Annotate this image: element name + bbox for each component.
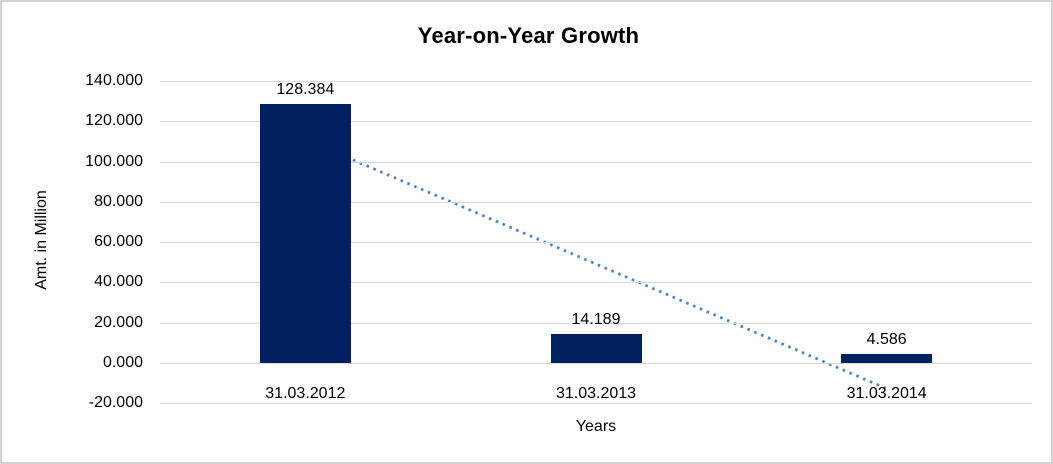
- y-tick-label: 40.000: [94, 273, 143, 291]
- gridline: [160, 161, 1032, 163]
- bar-value-label: 128.384: [276, 81, 335, 99]
- y-tick-label: 80.000: [94, 192, 143, 210]
- y-tick-label: -20.000: [88, 394, 143, 411]
- gridline: [160, 322, 1032, 324]
- gridline: [160, 81, 1032, 82]
- y-tick-label: 0.000: [102, 353, 143, 371]
- bar-31.03.2014: [841, 353, 933, 363]
- plot-area: [160, 81, 1032, 404]
- gridline: [160, 403, 1032, 404]
- x-axis-title: Years: [575, 418, 617, 435]
- trendline: [304, 138, 888, 390]
- bar-value-label: 4.586: [866, 330, 907, 348]
- gridline: [160, 362, 1032, 364]
- bar-31.03.2012: [259, 104, 351, 363]
- y-tick-label: 120.000: [85, 112, 143, 130]
- chart-title: Year-on-Year Growth: [417, 23, 640, 48]
- x-category-label: 31.03.2014: [846, 385, 927, 402]
- y-tick-label: 20.000: [94, 313, 143, 331]
- x-category-label: 31.03.2013: [555, 385, 637, 402]
- gridline: [160, 201, 1032, 203]
- gridline: [160, 242, 1032, 243]
- bar-31.03.2013: [550, 334, 642, 363]
- gridline: [160, 121, 1032, 123]
- gridline: [160, 282, 1032, 284]
- bar-value-label: 14.189: [571, 311, 621, 329]
- y-tick-label: 140.000: [85, 72, 143, 89]
- y-tick-label: 60.000: [94, 233, 143, 250]
- y-tick-label: 100.000: [85, 152, 143, 170]
- x-category-label: 31.03.2012: [265, 385, 346, 402]
